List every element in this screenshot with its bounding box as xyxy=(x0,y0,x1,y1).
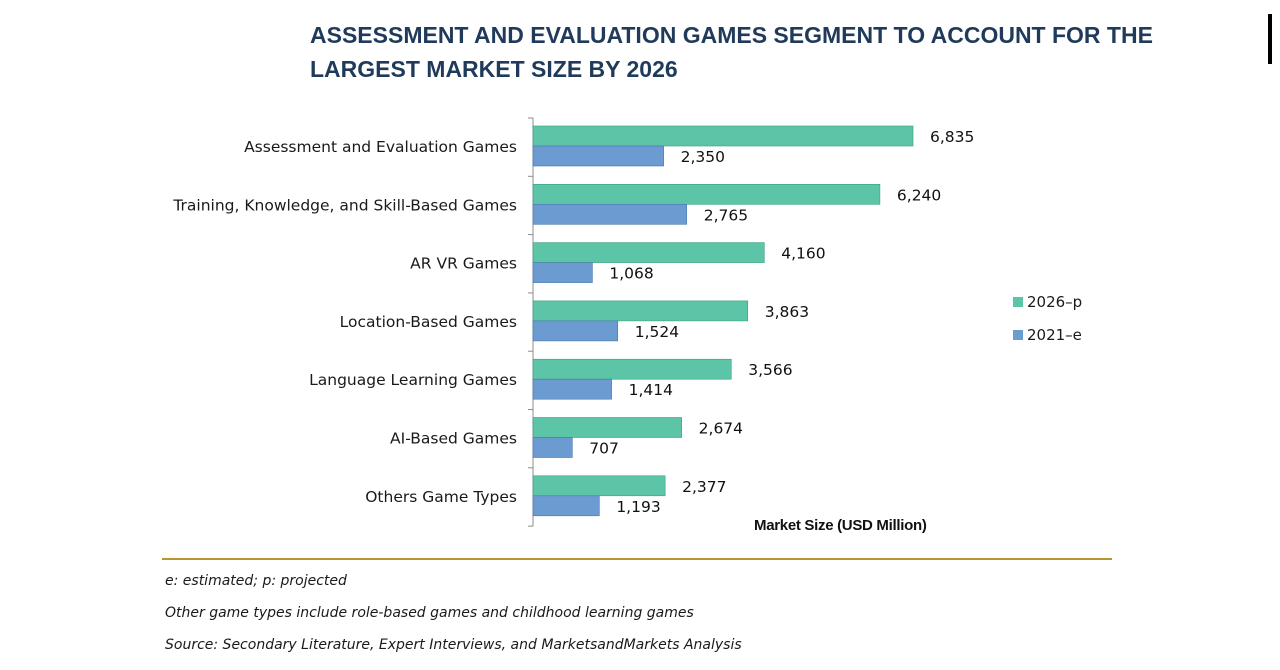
legend-label-2021: 2021–e xyxy=(1027,326,1082,344)
bar-2021 xyxy=(532,495,600,517)
bar-2021 xyxy=(532,204,688,225)
data-label-2026: 2,377 xyxy=(682,478,726,496)
bar-2021 xyxy=(532,378,612,400)
footnote-estimated: e: estimated; p: projected xyxy=(165,573,347,589)
chart-title-line-1: ASSESSMENT AND EVALUATION GAMES SEGMENT … xyxy=(310,22,1153,48)
bar-2021 xyxy=(532,320,619,342)
data-label-2021: 2,350 xyxy=(681,148,725,166)
bar-2026 xyxy=(532,184,881,205)
data-label-2021: 1,414 xyxy=(629,381,673,399)
data-label-2021: 1,524 xyxy=(635,323,679,341)
bar-chart: Assessment and Evaluation Games 6,835 2,35… xyxy=(172,117,974,534)
bar-2026 xyxy=(532,358,732,380)
chart-title: ASSESSMENT AND EVALUATION GAMES SEGMENT … xyxy=(310,18,1153,86)
data-label-2021: 707 xyxy=(589,440,619,458)
data-label-2021: 1,068 xyxy=(609,265,653,283)
legend-swatch-2021 xyxy=(1013,330,1023,340)
bar-2026 xyxy=(532,300,749,322)
data-label-2026: 4,160 xyxy=(781,245,825,263)
data-label-2026: 2,674 xyxy=(699,420,743,438)
category-label: Others Game Types xyxy=(365,488,517,506)
data-label-2026: 3,566 xyxy=(748,361,792,379)
chart-title-line-2: LARGEST MARKET SIZE BY 2026 xyxy=(310,56,678,82)
legend-item-2026: 2026–p xyxy=(1013,292,1082,312)
footnote-other-types: Other game types include role-based game… xyxy=(165,605,694,621)
footer-divider xyxy=(162,558,1112,560)
x-axis-label: Market Size (USD Million) xyxy=(754,517,927,534)
footnote-source: Source: Secondary Literature, Expert Int… xyxy=(165,637,742,653)
data-label-2021: 2,765 xyxy=(704,206,748,224)
bar-2026 xyxy=(532,242,765,263)
category-label: Assessment and Evaluation Games xyxy=(244,138,517,156)
legend: 2026–p 2021–e xyxy=(1013,292,1082,358)
legend-item-2021: 2021–e xyxy=(1013,325,1082,345)
edge-rule xyxy=(1268,14,1272,64)
bar-2026 xyxy=(532,475,666,497)
bar-2021 xyxy=(532,145,664,167)
legend-swatch-2026 xyxy=(1013,297,1023,307)
bar-2026 xyxy=(532,125,914,147)
bar-2021 xyxy=(532,262,593,283)
category-label: Training, Knowledge, and Skill-Based Gam… xyxy=(172,196,517,214)
data-label-2026: 6,835 xyxy=(930,128,974,146)
bar-2021 xyxy=(532,437,573,458)
legend-label-2026: 2026–p xyxy=(1027,293,1083,311)
data-label-2026: 6,240 xyxy=(897,186,941,204)
category-label: Language Learning Games xyxy=(309,371,517,389)
data-label-2026: 3,863 xyxy=(765,303,809,321)
category-label: AR VR Games xyxy=(410,255,517,273)
category-label: Location-Based Games xyxy=(340,313,517,331)
category-label: AI-Based Games xyxy=(390,430,517,448)
bar-2026 xyxy=(532,417,682,438)
data-label-2021: 1,193 xyxy=(616,498,660,516)
